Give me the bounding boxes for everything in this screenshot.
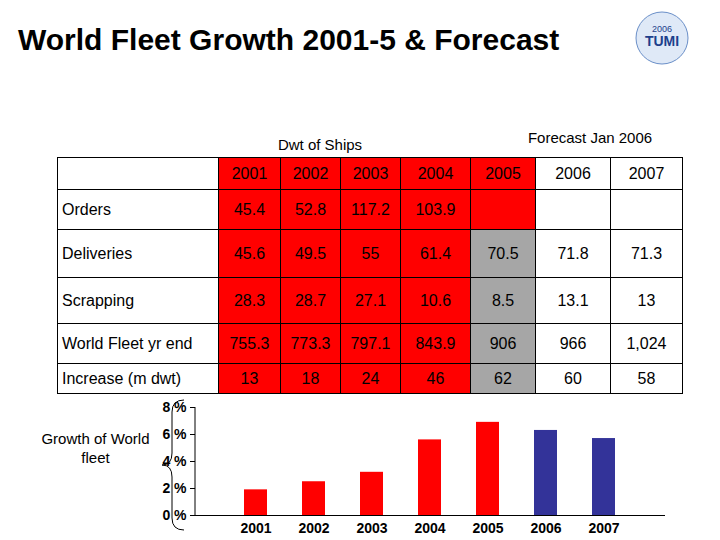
html-text:71.3: 71.3 <box>630 244 663 262</box>
svg-text:2001: 2001 <box>240 520 271 536</box>
html-text:World Fleet Growth 2001-5 & Fo: World Fleet Growth 2001-5 & Forecast <box>18 23 560 56</box>
svg-text:2002: 2002 <box>298 520 329 536</box>
svg-text:2004: 2004 <box>414 520 445 536</box>
svg-text:2003: 2003 <box>356 520 387 536</box>
html-text:World Fleet yr end: World Fleet yr end <box>62 334 193 352</box>
html-text:58: 58 <box>637 369 656 387</box>
html-text:62: 62 <box>494 369 512 387</box>
html-text:Orders: Orders <box>62 200 111 218</box>
html-text:Scrapping: Scrapping <box>62 291 134 309</box>
html-text:61.4: 61.4 <box>419 244 452 262</box>
svg-text:6 %: 6 % <box>162 426 187 442</box>
html-text:1,024: 1,024 <box>626 334 667 352</box>
svg-text:2006: 2006 <box>530 520 561 536</box>
html-text:797.1: 797.1 <box>350 334 391 352</box>
html-text:52.8: 52.8 <box>294 200 327 218</box>
html-text:Growth of World fleet: Growth of World fleet <box>41 430 150 466</box>
html-text:755.3: 755.3 <box>229 334 270 352</box>
html-text:27.1: 27.1 <box>354 291 387 309</box>
html-text:103.9: 103.9 <box>415 200 456 218</box>
svg-text:8 %: 8 % <box>162 399 187 415</box>
html-text:117.2: 117.2 <box>351 200 390 218</box>
svg-text:0 %: 0 % <box>162 507 187 523</box>
html-text:2005: 2005 <box>485 164 521 182</box>
html-text:60: 60 <box>564 369 582 387</box>
html-text:843.9: 843.9 <box>415 334 456 352</box>
html-text:2001: 2001 <box>231 164 268 182</box>
svg-text:2005: 2005 <box>472 520 503 536</box>
html-text:70.5: 70.5 <box>487 244 519 262</box>
html-text:13.1: 13.1 <box>557 291 589 309</box>
html-text:Increase (m dwt): Increase (m dwt) <box>62 369 182 387</box>
html-text:2007: 2007 <box>628 164 665 182</box>
html-text:Forecast Jan 2006: Forecast Jan 2006 <box>527 129 653 146</box>
html-text:Dwt of Ships: Dwt of Ships <box>277 136 363 153</box>
svg-text:TUMI: TUMI <box>645 33 679 49</box>
html-text:45.6: 45.6 <box>233 244 266 262</box>
html-text:18: 18 <box>301 369 320 387</box>
html-text:13: 13 <box>637 291 656 309</box>
html-text:13: 13 <box>240 369 259 387</box>
html-text:28.3: 28.3 <box>233 291 266 309</box>
html-text:71.8: 71.8 <box>557 244 589 262</box>
html-text:2003: 2003 <box>352 164 389 182</box>
html-text:773.3: 773.3 <box>290 334 331 352</box>
html-text:966: 966 <box>559 334 587 352</box>
html-text:8.5: 8.5 <box>491 291 515 309</box>
html-text:45.4: 45.4 <box>233 200 266 218</box>
html-text:46: 46 <box>426 369 445 387</box>
svg-text:2 %: 2 % <box>162 480 187 496</box>
svg-text:2007: 2007 <box>588 520 619 536</box>
html-text:28.7: 28.7 <box>294 291 327 309</box>
html-text:Deliveries: Deliveries <box>62 244 133 262</box>
html-text:906: 906 <box>489 334 517 352</box>
html-text:49.5: 49.5 <box>294 244 327 262</box>
html-text:2004: 2004 <box>417 164 454 182</box>
svg-text:4 %: 4 % <box>162 453 187 469</box>
html-text:24: 24 <box>361 369 380 387</box>
svg-text:2006: 2006 <box>652 24 672 34</box>
html-text:2002: 2002 <box>292 164 329 182</box>
html-text:55: 55 <box>361 244 380 262</box>
html-text:10.6: 10.6 <box>419 291 452 309</box>
html-text:2006: 2006 <box>555 164 591 182</box>
